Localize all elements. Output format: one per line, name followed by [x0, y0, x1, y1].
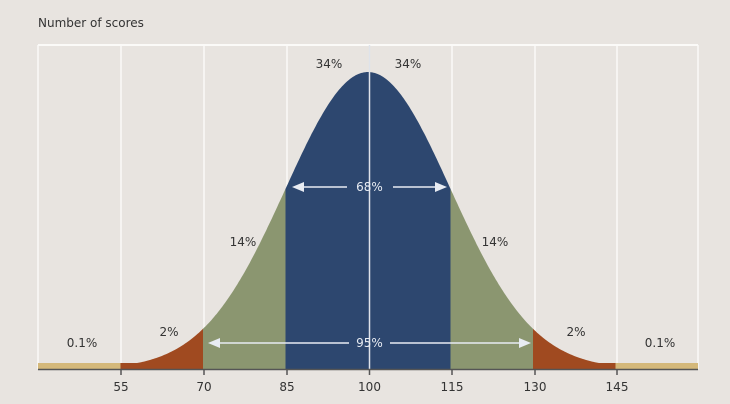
region-3 [285, 72, 368, 369]
band-95-arrow [208, 338, 531, 348]
label-right-14: 14% [482, 235, 509, 249]
tick-85: 85 [279, 380, 294, 394]
tick-100: 100 [358, 380, 381, 394]
region-7 [615, 363, 698, 369]
region-6 [533, 328, 616, 369]
tick-70: 70 [196, 380, 211, 394]
tick-55: 55 [113, 380, 128, 394]
label-left-tail: 0.1% [67, 336, 98, 350]
region-4 [368, 72, 451, 369]
tick-115: 115 [441, 380, 464, 394]
label-right-tail: 0.1% [645, 336, 676, 350]
label-left-14: 14% [230, 235, 257, 249]
band-68-arrow [292, 182, 447, 192]
distribution-regions [38, 72, 698, 369]
label-right-2: 2% [566, 325, 585, 339]
region-2 [203, 188, 286, 369]
x-ticks [120, 369, 618, 375]
tick-145: 145 [606, 380, 629, 394]
region-5 [450, 188, 533, 369]
label-95: 95% [356, 336, 383, 350]
y-axis-label: Number of scores [38, 16, 144, 30]
label-right-34: 34% [395, 57, 422, 71]
tick-130: 130 [524, 380, 547, 394]
label-68: 68% [356, 180, 383, 194]
region-1 [120, 328, 203, 369]
label-left-34: 34% [316, 57, 343, 71]
label-left-2: 2% [159, 325, 178, 339]
region-0 [38, 363, 121, 369]
